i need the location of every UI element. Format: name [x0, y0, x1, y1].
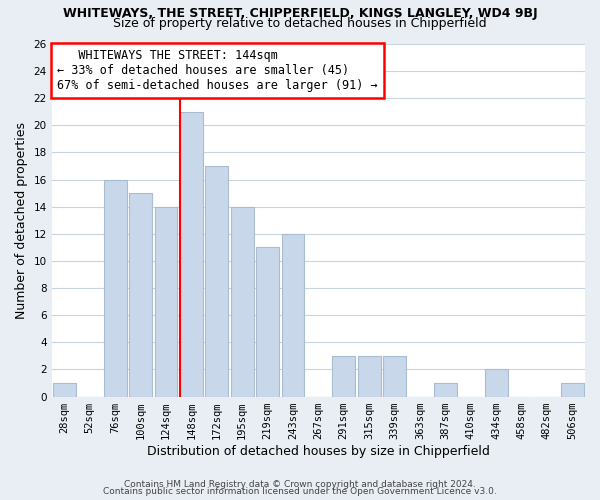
Bar — [53, 383, 76, 396]
Bar — [205, 166, 228, 396]
Bar — [129, 193, 152, 396]
Text: Contains HM Land Registry data © Crown copyright and database right 2024.: Contains HM Land Registry data © Crown c… — [124, 480, 476, 489]
Text: WHITEWAYS, THE STREET, CHIPPERFIELD, KINGS LANGLEY, WD4 9BJ: WHITEWAYS, THE STREET, CHIPPERFIELD, KIN… — [62, 8, 538, 20]
Bar — [383, 356, 406, 397]
Bar — [332, 356, 355, 397]
Bar — [180, 112, 203, 397]
Bar — [104, 180, 127, 396]
Text: Size of property relative to detached houses in Chipperfield: Size of property relative to detached ho… — [113, 16, 487, 30]
Bar — [281, 234, 304, 396]
Bar — [155, 206, 178, 396]
Bar — [561, 383, 584, 396]
Y-axis label: Number of detached properties: Number of detached properties — [15, 122, 28, 319]
X-axis label: Distribution of detached houses by size in Chipperfield: Distribution of detached houses by size … — [147, 444, 490, 458]
Bar — [231, 206, 254, 396]
Text: Contains public sector information licensed under the Open Government Licence v3: Contains public sector information licen… — [103, 487, 497, 496]
Text: WHITEWAYS THE STREET: 144sqm
← 33% of detached houses are smaller (45)
67% of se: WHITEWAYS THE STREET: 144sqm ← 33% of de… — [57, 50, 377, 92]
Bar — [434, 383, 457, 396]
Bar — [358, 356, 380, 397]
Bar — [485, 370, 508, 396]
Bar — [256, 248, 279, 396]
